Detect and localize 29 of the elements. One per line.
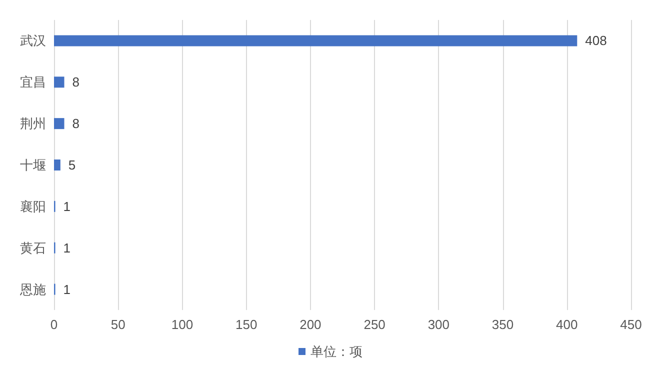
- data-label: 8: [72, 116, 80, 132]
- y-tick-label: 黄石: [20, 240, 46, 256]
- data-label: 408: [585, 33, 607, 48]
- x-tick-label: 200: [300, 317, 322, 332]
- data-label: 1: [63, 198, 71, 214]
- y-tick-label: 恩施: [19, 282, 46, 297]
- x-tick-label: 400: [556, 317, 578, 332]
- x-tick-label: 450: [620, 317, 642, 332]
- data-label: 8: [72, 74, 80, 90]
- data-label: 1: [63, 240, 71, 256]
- y-tick-label: 十堰: [20, 158, 46, 172]
- x-tick-label: 150: [235, 317, 258, 332]
- y-tick-label: 襄阳: [20, 198, 46, 214]
- data-label: 5: [68, 158, 76, 172]
- bar: [54, 160, 60, 170]
- legend-label: 单位：项: [310, 344, 362, 359]
- data-label: 1: [63, 282, 71, 297]
- bar: [54, 35, 578, 46]
- y-tick-label: 武汉: [20, 33, 46, 48]
- x-tick-label: 100: [171, 317, 194, 332]
- bar: [54, 118, 64, 130]
- x-tick-label: 50: [110, 317, 126, 332]
- y-tick-label: 荆州: [20, 116, 46, 132]
- y-tick-label: 宜昌: [20, 74, 46, 90]
- x-tick-label: 250: [364, 317, 386, 332]
- x-tick-label: 300: [428, 317, 450, 332]
- bar: [54, 76, 64, 88]
- x-tick-label: 350: [492, 317, 514, 332]
- x-tick-label: 0: [50, 317, 58, 332]
